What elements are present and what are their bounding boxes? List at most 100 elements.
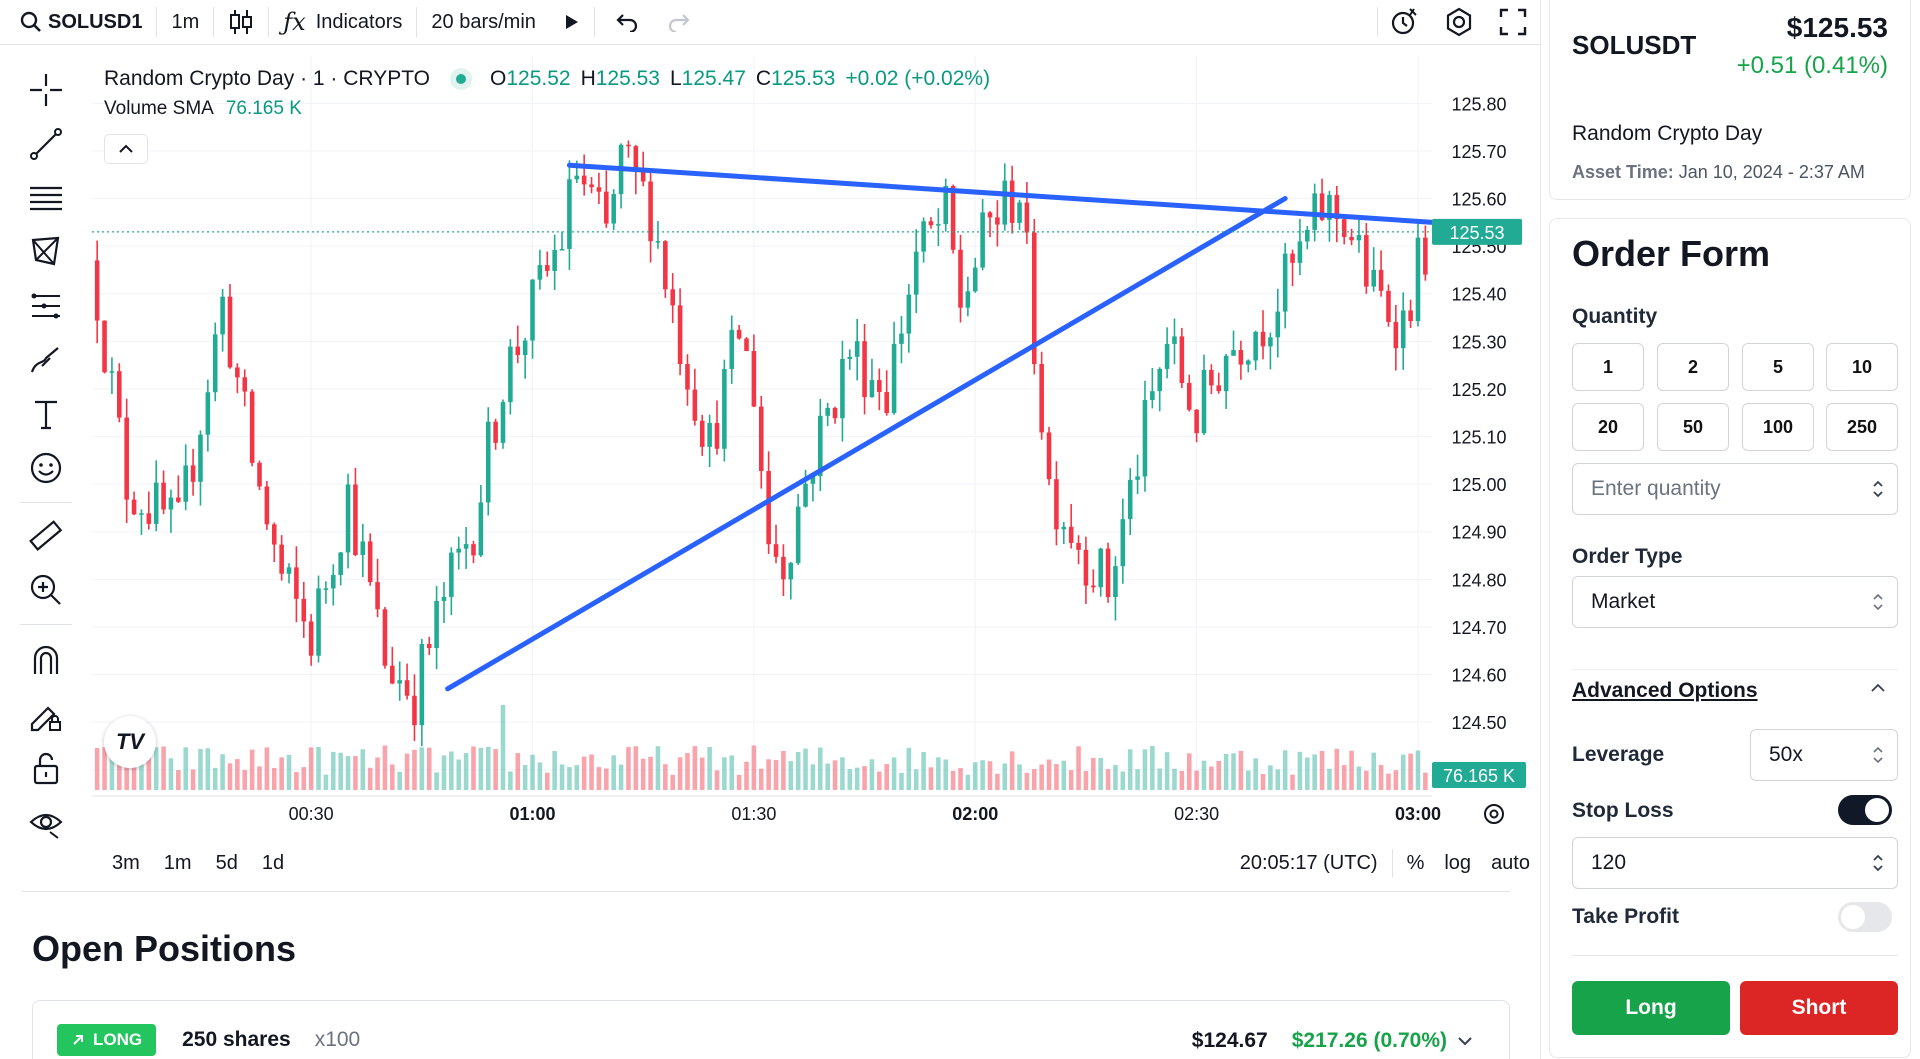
volume-bar [699,757,705,790]
long-button[interactable]: Long [1572,981,1730,1035]
volume-bar [530,754,535,790]
chart-type-button[interactable] [214,0,268,44]
position-row[interactable]: LONG 250 shares x100 $124.67 $217.26 (0.… [32,1000,1510,1059]
position-summary: $124.67 $217.26 (0.70%) [1192,1001,1473,1059]
range-5d-button[interactable]: 5d [215,851,238,874]
candle-body [840,358,845,419]
stepper-icon[interactable] [1871,478,1885,500]
candle-body [515,346,521,356]
chevron-down-icon[interactable] [1457,1036,1473,1046]
replay-speed-button[interactable]: 20 bars/min [417,0,550,44]
volume-bar [869,759,875,790]
volume-bar [183,747,188,790]
quantity-2-button[interactable]: 2 [1657,343,1729,391]
volume-bar [153,747,159,790]
trendline-tool[interactable] [24,122,68,166]
candle-body [1135,476,1140,480]
volume-bar [640,758,646,790]
volume-bar [190,769,196,790]
utc-clock[interactable]: 20:05:17 (UTC) [1239,851,1378,874]
settings-button[interactable] [1432,7,1486,37]
range-1d-button[interactable]: 1d [261,851,285,874]
visibility-tool[interactable] [24,800,68,844]
high-value: 125.53 [595,67,660,90]
quantity-input[interactable]: Enter quantity [1572,463,1898,515]
quantity-10-button[interactable]: 10 [1826,343,1898,391]
volume-bar [773,760,779,790]
chart-title[interactable]: Random Crypto Day · 1 · CRYPTO [104,67,430,90]
brush-tool[interactable] [24,338,68,382]
position-entry-price: $124.67 [1191,1029,1268,1052]
ruler-icon [29,520,63,552]
range-1m-button[interactable]: 1m [163,851,192,874]
candle-body [707,423,712,447]
text-tool[interactable] [24,392,68,436]
undo-button[interactable] [595,0,659,44]
trendline-drawing [445,196,1288,692]
lock-drawings-tool[interactable] [24,692,68,736]
candle-body [891,343,897,414]
play-button[interactable] [550,0,594,44]
emoji-tool[interactable] [24,446,68,490]
candle-body [530,279,535,341]
range-3m-button[interactable]: 3m [112,851,140,874]
fullscreen-button[interactable] [1486,8,1540,36]
magnet-tool[interactable] [24,638,68,682]
indicators-label: Indicators [315,10,403,33]
price-tick-label: 125.30 [1451,332,1506,352]
quantity-250-button[interactable]: 250 [1826,403,1898,451]
candle-body [375,582,380,610]
volume-bar [1157,768,1163,790]
chevron-up-icon[interactable] [1870,683,1886,693]
auto-toggle[interactable]: auto [1491,851,1530,874]
zoom-tool[interactable] [24,568,68,612]
volume-bar [1231,753,1236,790]
pattern-tool[interactable] [24,230,68,274]
candle-body [663,241,668,290]
stop-loss-input[interactable]: 120 [1572,837,1898,889]
redo-button[interactable] [659,0,699,44]
candle-body [249,391,255,463]
short-button[interactable]: Short [1740,981,1898,1035]
crosshair-tool[interactable] [24,68,68,112]
indicators-button[interactable]: ƒx Indicators [269,0,416,44]
stepper-icon[interactable] [1871,852,1885,874]
candle-body [345,484,351,553]
quantity-20-button[interactable]: 20 [1572,403,1644,451]
position-side: LONG [93,1030,143,1049]
alert-button[interactable] [1378,7,1432,37]
candle-body [581,175,587,185]
volume-bar [508,771,513,790]
chart-canvas[interactable]: 125.80125.70125.60125.50125.40125.30125.… [0,0,1540,891]
volume-bar [353,756,358,790]
fib-tool[interactable] [24,176,68,220]
quantity-50-button[interactable]: 50 [1657,403,1729,451]
order-type-label: Order Type [1572,545,1683,568]
section-divider [1572,955,1898,956]
advanced-options-toggle[interactable]: Advanced Options [1572,679,1758,702]
lock-tool[interactable] [24,746,68,790]
candle-body [751,351,757,407]
tradingview-logo[interactable]: TV [104,716,156,768]
volume-sma-label[interactable]: Volume SMA [104,98,214,119]
quantity-5-button[interactable]: 5 [1742,343,1814,391]
stop-loss-toggle[interactable] [1838,795,1892,825]
symbol-search-button[interactable]: SOLUSD1 [20,0,156,44]
take-profit-toggle[interactable] [1838,902,1892,932]
forecast-tool[interactable] [24,284,68,328]
quantity-100-button[interactable]: 100 [1742,403,1814,451]
measure-tool[interactable] [24,514,68,558]
order-type-select[interactable]: Market [1572,576,1898,628]
long-badge: LONG [57,1024,157,1056]
chart-container[interactable]: 125.80 125.70 125.60 125.50 125.40 125.30 125.… [0,0,1540,1059]
log-toggle[interactable]: log [1444,851,1472,874]
quantity-1-button[interactable]: 1 [1572,343,1644,391]
trendline-drawing [566,162,1436,225]
candle-body [463,544,469,549]
volume-bar [463,753,469,790]
legend-collapse-button[interactable] [104,134,148,164]
volume-bar [131,762,137,790]
interval-button[interactable]: 1m [157,0,213,44]
leverage-select[interactable]: 50x [1750,729,1898,781]
percent-toggle[interactable]: % [1406,851,1425,874]
